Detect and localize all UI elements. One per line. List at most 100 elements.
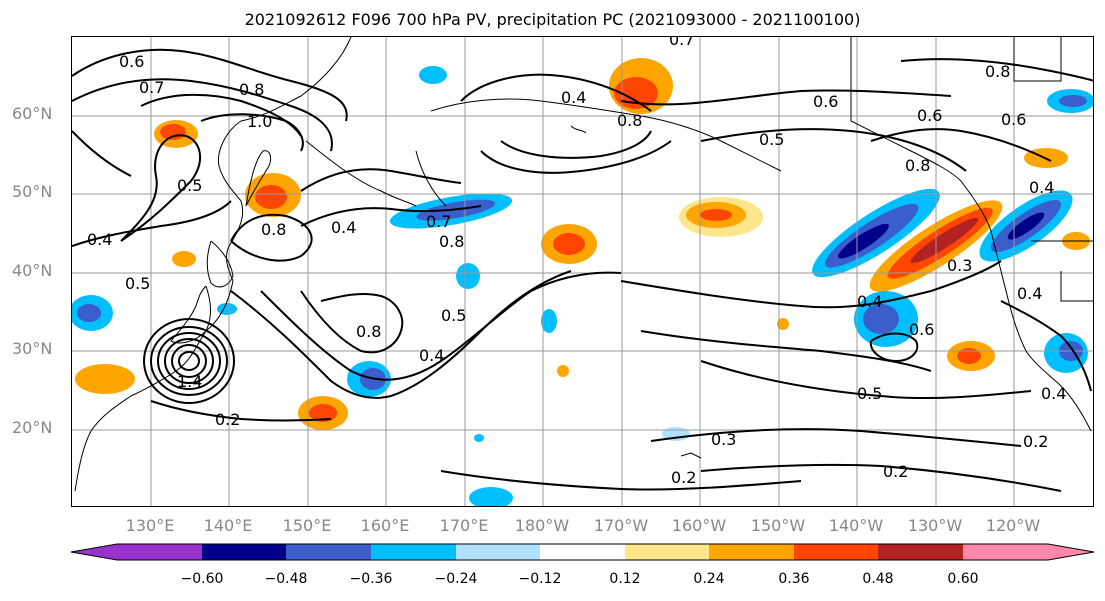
colorbar-segment: [286, 544, 371, 560]
pv-contour-0.2-south: [700, 463, 1062, 492]
contour-label: 0.5: [441, 306, 466, 325]
pv-contour-0.8-canada: [900, 58, 1093, 82]
colorbar-segment: [371, 544, 456, 560]
pv-contour-0.6-alaska: [620, 89, 952, 106]
pv-contour-1.0: [200, 113, 304, 152]
typhoon-pv-contours: [143, 318, 235, 404]
precip-positive-area: [75, 364, 135, 394]
colorbar-tick: 0.60: [947, 571, 979, 587]
precip-positive-area: [557, 365, 569, 377]
precip-negative-core: [1059, 95, 1087, 107]
pv-contour-0.5-gulf: [700, 128, 967, 172]
colorbar-segment: [794, 544, 878, 560]
contour-label: 1.4: [177, 372, 202, 391]
pv-contour-0.5: [120, 134, 201, 242]
lon-label-130e: 130°E: [125, 516, 175, 535]
contour-label: 0.2: [883, 462, 908, 481]
lon-label-120w: 120°W: [985, 516, 1041, 535]
colorbar-segment: [625, 544, 709, 560]
colorbar-segment: [456, 544, 540, 560]
precip-negative-core: [77, 304, 101, 322]
contour-label: 0.4: [561, 88, 586, 107]
asia-coast: [217, 37, 352, 282]
japan-main-island: [170, 285, 211, 344]
contour-labels: 0.6 0.7 0.8 1.0 0.5 0.8 0.4 0.4 0.5 0.2 …: [87, 37, 1066, 487]
lon-label-170w: 170°W: [593, 516, 649, 535]
colorbar-tick: −0.24: [434, 571, 478, 587]
contour-label: 0.8: [239, 80, 264, 99]
colorbar-segments: [71, 544, 1094, 560]
lat-label-60n: 60°N: [12, 104, 53, 123]
precip-negative-area: [474, 434, 484, 442]
contour-label: 0.4: [331, 218, 356, 237]
colorbar-tick: −0.48: [264, 571, 308, 587]
colorbar-segment: [709, 544, 794, 560]
contour-label: 0.4: [1017, 284, 1042, 303]
map-svg: 0.6 0.7 0.8 1.0 0.5 0.8 0.4 0.4 0.5 0.2 …: [72, 37, 1093, 506]
contour-label: 0.8: [356, 322, 381, 341]
precip-positive-core: [553, 233, 585, 255]
colorbar-tick: −0.12: [518, 571, 562, 587]
hawaii-island: [680, 452, 702, 459]
pv-contour-0.6-coast: [870, 128, 1052, 162]
precip-band-negative: [812, 188, 940, 278]
lat-label-20n: 20°N: [12, 418, 53, 437]
lon-label-150w: 150°W: [750, 516, 806, 535]
lon-label-150e: 150°E: [282, 516, 332, 535]
lon-label-130w: 130°W: [907, 516, 963, 535]
map-panel: 0.6 0.7 0.8 1.0 0.5 0.8 0.4 0.4 0.5 0.2 …: [71, 36, 1094, 507]
colorbar-tick: −0.60: [180, 571, 224, 587]
precip-positive-area: [777, 318, 789, 330]
precip-negative-area: [419, 66, 447, 84]
contour-label: 0.6: [813, 92, 838, 111]
contour-label: 0.5: [125, 274, 150, 293]
contour-label: 0.6: [1001, 110, 1026, 129]
precip-positive-core: [700, 209, 732, 221]
colorbar: [70, 543, 1095, 561]
contour-label: 0.8: [617, 111, 642, 130]
lon-label-160w: 160°W: [671, 516, 727, 535]
pv-contour-0.5-east: [700, 360, 1032, 400]
pv-contour-0.4-center: [300, 168, 462, 192]
pv-contour-0.4-west: [72, 200, 232, 247]
contour-label: 0.4: [857, 292, 882, 311]
contour-label: 0.6: [909, 320, 934, 339]
colorbar-extend-high: [1048, 544, 1094, 560]
pv-contour-0.2-west: [150, 400, 332, 422]
contour-label: 0.4: [1029, 178, 1054, 197]
contour-label: 0.5: [759, 130, 784, 149]
colorbar-segment: [963, 544, 1048, 560]
colorbar-segment: [878, 544, 963, 560]
contour-label: 0.4: [419, 346, 444, 365]
precip-positive-core: [160, 124, 186, 140]
graticule: [72, 37, 1093, 506]
precip-positive-core: [309, 404, 337, 422]
contour-label: 0.2: [1023, 432, 1048, 451]
lon-label-140e: 140°E: [203, 516, 253, 535]
contour-label: 0.7: [669, 37, 694, 49]
contour-label: 0.5: [857, 384, 882, 403]
contour-label: 0.5: [177, 176, 202, 195]
pv-contour-0.8-loop: [230, 213, 313, 262]
pv-contour-0.6-loop: [869, 332, 919, 363]
pv-contour-0.3-south: [650, 428, 1022, 447]
pv-contour-0.4-band: [230, 270, 572, 399]
lon-label-140w: 140°W: [828, 516, 884, 535]
sakhalin-island: [245, 150, 272, 207]
lon-label-160e: 160°E: [360, 516, 410, 535]
contour-label: 0.4: [87, 230, 112, 249]
bering-coast: [430, 98, 722, 142]
colorbar-tick: −0.36: [349, 571, 393, 587]
contour-label: 0.3: [711, 430, 736, 449]
kamchatka-peninsula: [305, 140, 417, 207]
precip-negative-core: [863, 304, 899, 334]
us-state-border: [1060, 271, 1093, 302]
map-title: 2021092612 F096 700 hPa PV, precipitatio…: [244, 10, 861, 29]
colorbar-segment: [117, 544, 202, 560]
contour-label: 0.8: [439, 232, 464, 251]
pv-contour-0.6: [72, 48, 348, 122]
colorbar-segment: [540, 544, 625, 560]
coastlines: [74, 37, 1093, 492]
pv-contour-0.8-bering: [480, 140, 672, 174]
pv-contour-0.7-bering-inner: [500, 130, 652, 159]
